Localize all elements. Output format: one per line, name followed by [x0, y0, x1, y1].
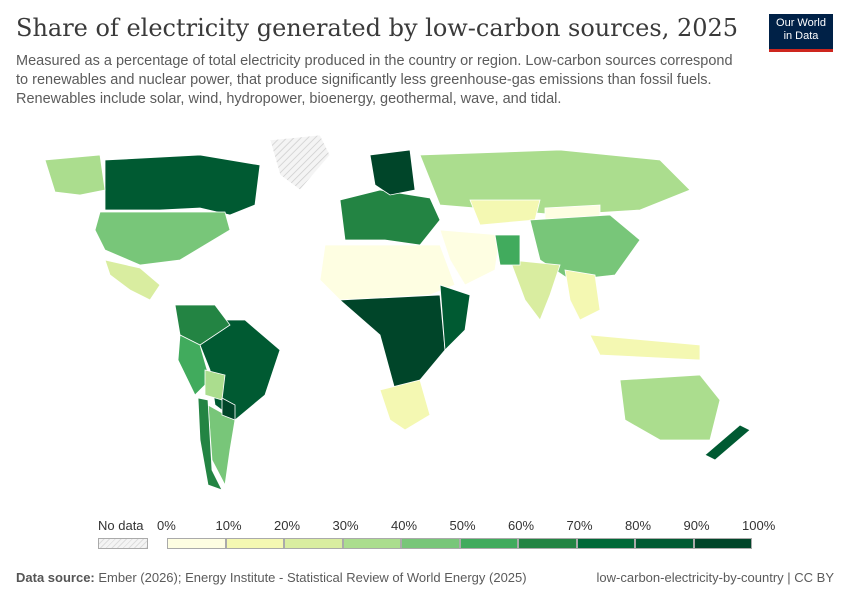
legend-bin[interactable]: [401, 538, 460, 549]
legend-tick: 100%: [742, 518, 776, 533]
region-chile[interactable]: [197, 397, 223, 490]
region-russia[interactable]: [419, 149, 691, 216]
legend-bin[interactable]: [225, 538, 284, 549]
source-label: Data source:: [16, 570, 95, 585]
region-middle-east[interactable]: [439, 229, 501, 286]
legend-bin[interactable]: [167, 538, 226, 549]
legend-bin[interactable]: [459, 538, 518, 549]
legend-tick: 50%: [449, 518, 476, 533]
legend-tick: 80%: [625, 518, 652, 533]
legend-bin[interactable]: [693, 538, 752, 549]
legend-tick: 90%: [683, 518, 710, 533]
region-greenland[interactable]: [269, 134, 331, 191]
legend-tick: 0%: [157, 518, 176, 533]
legend-tick: 70%: [566, 518, 593, 533]
region-east-africa[interactable]: [439, 284, 471, 351]
region-canada[interactable]: [104, 154, 261, 216]
region-indonesia[interactable]: [589, 334, 701, 361]
chart-title: Share of electricity generated by low-ca…: [16, 14, 739, 42]
owid-logo[interactable]: Our World in Data: [769, 14, 833, 52]
region-central-africa[interactable]: [338, 294, 446, 391]
region-paraguay[interactable]: [221, 397, 236, 421]
region-scandinavia[interactable]: [369, 149, 416, 196]
chart-subtitle: Measured as a percentage of total electr…: [16, 53, 733, 107]
legend-tick: 60%: [508, 518, 535, 533]
logo-line1: Our World: [776, 17, 826, 29]
legend-bin[interactable]: [518, 538, 577, 549]
region-new-zealand[interactable]: [704, 424, 751, 461]
region-australia[interactable]: [619, 374, 721, 441]
legend-tick: 10%: [215, 518, 242, 533]
region-india[interactable]: [509, 259, 561, 321]
region-united-states[interactable]: [94, 211, 231, 266]
region-colombia[interactable]: [174, 304, 231, 346]
legend-no-data-swatch[interactable]: [98, 538, 148, 549]
footer-source: Data source: Ember (2026); Energy Instit…: [16, 570, 527, 585]
region-china[interactable]: [529, 214, 641, 281]
logo-line2: in Data: [783, 30, 819, 42]
region-bolivia[interactable]: [204, 369, 226, 401]
legend-tick: 20%: [274, 518, 301, 533]
legend-bin[interactable]: [576, 538, 635, 549]
region-peru[interactable]: [177, 334, 211, 396]
region-pakistan[interactable]: [494, 234, 521, 266]
footer-license[interactable]: low-carbon-electricity-by-country | CC B…: [596, 570, 834, 585]
legend-bin[interactable]: [342, 538, 401, 549]
world-map: [44, 134, 751, 490]
legend-no-data-label: No data: [98, 518, 144, 533]
legend-bin[interactable]: [635, 538, 694, 549]
region-kazakhstan[interactable]: [469, 199, 541, 226]
region-north-africa[interactable]: [319, 244, 456, 301]
legend-bin[interactable]: [284, 538, 343, 549]
region-mexico[interactable]: [104, 259, 161, 301]
legend-tick: 30%: [332, 518, 359, 533]
source-text[interactable]: Ember (2026); Energy Institute - Statist…: [98, 570, 527, 585]
region-southeast-asia[interactable]: [564, 269, 601, 321]
region-alaska[interactable]: [44, 154, 106, 196]
region-southern-africa[interactable]: [379, 379, 431, 431]
region-europe[interactable]: [339, 189, 441, 246]
legend-tick: 40%: [391, 518, 418, 533]
